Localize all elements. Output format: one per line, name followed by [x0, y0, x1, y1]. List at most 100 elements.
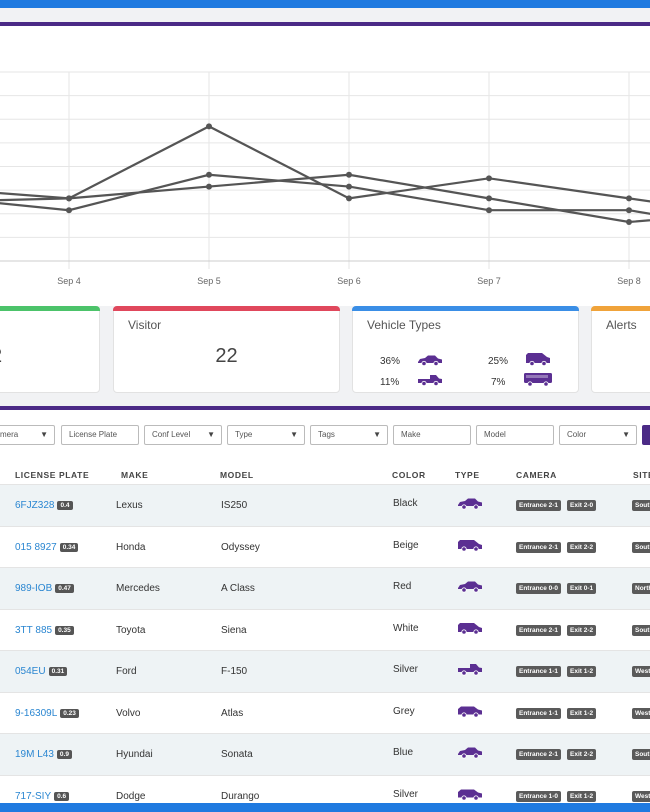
suv-icon: [458, 706, 482, 718]
color-cell: Blue: [393, 747, 414, 758]
plate-cell: 054EU 0.31: [15, 666, 68, 677]
data-point[interactable]: [66, 207, 72, 214]
header-license-plate[interactable]: LICENSE PLATE: [15, 470, 90, 480]
stat-value: 2: [0, 345, 2, 368]
data-point[interactable]: [486, 207, 492, 214]
vehicle-type-pct: 7%: [491, 377, 506, 388]
table-row[interactable]: 9-16309L 0.23 Volvo Atlas Grey Entrance 1-1 Ex…: [0, 691, 650, 734]
site-badge: West: [632, 707, 650, 719]
van-icon: [458, 539, 482, 552]
x-tick-label: Sep 7: [477, 276, 501, 286]
model-cell: F-150: [221, 666, 248, 677]
camera-filter-select[interactable]: mera ▼: [0, 425, 55, 445]
exit-camera-badge: Exit 1-2: [567, 707, 597, 719]
data-point[interactable]: [346, 183, 352, 190]
filter-label: Type: [235, 430, 253, 439]
x-tick-label: Sep 5: [197, 276, 221, 286]
table-row[interactable]: 717-SIY 0.6 Dodge Durango Silver Entrance 1-0…: [0, 774, 650, 804]
alerts-card[interactable]: Alerts: [591, 306, 650, 393]
tags-filter-select[interactable]: Tags ▼: [310, 425, 388, 445]
card-accent-bar: [591, 306, 650, 311]
make-cell: Hyundai: [116, 749, 153, 760]
header-type[interactable]: TYPE: [455, 470, 480, 480]
data-point[interactable]: [626, 219, 632, 226]
license-plate-input[interactable]: License Plate: [61, 425, 139, 445]
plate-link[interactable]: 9-16309L: [15, 707, 58, 719]
plate-link[interactable]: 3TT 885: [15, 624, 53, 636]
conf-level-select[interactable]: Conf Level ▼: [144, 425, 222, 445]
header-make[interactable]: MAKE: [121, 470, 149, 480]
series-line-3: [0, 173, 650, 224]
header-site[interactable]: SITE: [633, 470, 650, 480]
plate-link[interactable]: 989-IOB: [15, 583, 53, 594]
table-row[interactable]: 6FJZ328 0.4 Lexus IS250 Black Entrance 2-1 Exi…: [0, 484, 650, 526]
data-point[interactable]: [66, 195, 72, 202]
table-row[interactable]: 989-IOB 0.47 Mercedes A Class Red Entrance 0-…: [0, 567, 650, 609]
model-cell: IS250: [221, 500, 248, 511]
data-point[interactable]: [206, 171, 212, 178]
model-cell: Siena: [221, 624, 247, 636]
data-point[interactable]: [346, 171, 352, 178]
data-point[interactable]: [486, 195, 492, 202]
x-tick-label: Sep 6: [337, 276, 361, 286]
plate-link[interactable]: 015 8927: [15, 541, 57, 553]
series-line-1: [0, 125, 650, 203]
model-cell: Atlas: [221, 707, 244, 719]
vehicle-type-pct: 11%: [380, 377, 400, 388]
chevron-down-icon: ▼: [40, 430, 48, 439]
entrance-camera-badge: Entrance 1-0: [516, 790, 562, 802]
type-filter-select[interactable]: Type ▼: [227, 425, 305, 445]
vehicle-type-pct: 25%: [488, 356, 509, 367]
table-row[interactable]: 054EU 0.31 Ford F-150 Silver Entrance 1-1 Exit…: [0, 650, 650, 692]
color-cell: Silver: [393, 664, 419, 675]
color-cell: Beige: [393, 539, 419, 551]
header-camera[interactable]: CAMERA: [516, 470, 557, 480]
plate-cell: 19M L43 0.9: [15, 749, 72, 760]
data-point[interactable]: [206, 123, 212, 130]
confidence-badge: 0.23: [60, 708, 79, 718]
data-point[interactable]: [206, 183, 212, 190]
data-point[interactable]: [486, 175, 492, 182]
site-badge: South: [632, 749, 650, 760]
sedan-icon: [458, 498, 482, 510]
table-row[interactable]: 3TT 885 0.35 Toyota Siena White Entrance 2-1 E…: [0, 608, 650, 651]
plates-table-panel: mera ▼ License Plate Conf Level ▼ Type ▼ Ta…: [0, 406, 650, 803]
site-badge: West: [632, 666, 650, 677]
header-color[interactable]: COLOR: [392, 470, 426, 480]
color-cell: Silver: [393, 788, 419, 800]
vehicle-types-card[interactable]: Vehicle Types 36% 25% 11% 7%: [352, 306, 579, 393]
bus-icon: [524, 373, 552, 387]
chevron-down-icon: ▼: [207, 430, 215, 439]
plate-link[interactable]: 717-SIY: [15, 790, 52, 802]
entrance-camera-badge: Entrance 2-1: [516, 624, 562, 636]
entrance-camera-badge: Entrance 2-1: [516, 541, 562, 553]
make-cell: Ford: [116, 666, 137, 677]
filter-label: Tags: [318, 430, 335, 439]
data-point[interactable]: [346, 195, 352, 202]
table-row[interactable]: 19M L43 0.9 Hyundai Sonata Blue Entrance 2-1 E…: [0, 733, 650, 775]
make-input[interactable]: Make: [393, 425, 471, 445]
filter-placeholder: License Plate: [69, 430, 118, 439]
model-input[interactable]: Model: [476, 425, 554, 445]
confidence-badge: 0.31: [48, 667, 68, 676]
visitor-card[interactable]: Visitor 22: [113, 306, 340, 393]
exit-camera-badge: Exit 2-2: [567, 749, 597, 760]
confidence-badge: 0.35: [55, 625, 74, 635]
entrance-camera-badge: Entrance 1-1: [516, 707, 562, 719]
entrance-camera-badge: Entrance 2-1: [516, 749, 562, 760]
plate-cell: 717-SIY 0.6: [15, 790, 70, 802]
data-point[interactable]: [626, 207, 632, 214]
color-filter-select[interactable]: Color ▼: [559, 425, 637, 445]
plate-link[interactable]: 19M L43: [15, 749, 54, 760]
filter-submit-button[interactable]: [642, 425, 650, 445]
sedan-icon: [418, 355, 442, 366]
site-badge: West: [632, 790, 650, 802]
table-row[interactable]: 015 8927 0.34 Honda Odyssey Beige Entrance 2-…: [0, 525, 650, 568]
header-model[interactable]: MODEL: [220, 470, 254, 480]
model-cell: Sonata: [221, 749, 253, 760]
plate-link[interactable]: 6FJZ328: [15, 500, 55, 511]
stat-card-first[interactable]: 2: [0, 306, 100, 393]
data-point[interactable]: [626, 195, 632, 202]
plate-link[interactable]: 054EU: [15, 666, 46, 677]
exit-camera-badge: Exit 1-2: [567, 666, 597, 677]
